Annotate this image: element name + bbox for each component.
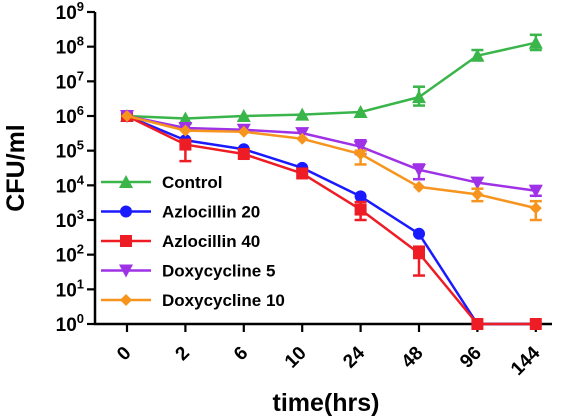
data-point [412,163,426,177]
y-tick-label: 106 [56,103,84,128]
x-tick-label: 2 [172,343,194,365]
x-tick-label: 96 [456,343,486,373]
legend-item: Control [101,173,222,192]
y-tick-label: 107 [56,68,84,93]
data-point [296,132,309,145]
legend-marker [120,235,132,247]
data-point [179,138,192,151]
legend-marker [120,294,132,306]
legend-marker [119,175,133,188]
series-line [126,41,537,120]
data-point [296,167,309,180]
series-line [126,114,536,326]
legend-label: Doxycycline 5 [162,262,275,281]
legend-item: Azlocillin 20 [101,203,260,222]
series-control [120,33,543,125]
legend-marker [120,205,132,218]
x-tick-label: 24 [339,342,369,372]
data-point [354,203,367,216]
data-point [295,107,310,121]
y-tick-label: 108 [56,34,84,59]
y-axis-title: CFU/ml [2,124,30,212]
x-tick-label: 10 [281,343,311,373]
data-point [529,318,542,330]
data-point [413,227,425,240]
y-tick-label: 100 [56,311,84,336]
data-point [237,148,250,161]
x-tick-label: 48 [398,343,428,373]
y-ticks: 100 101 102 103 104 105 106 107 108 109 [56,0,95,336]
series-azlocillin-40 [121,110,542,330]
x-tick-label: 6 [230,343,252,365]
legend-label: Doxycycline 10 [162,291,285,310]
y-tick-label: 109 [56,0,84,24]
data-point [353,140,368,154]
data-point [413,247,425,260]
x-tick-label: 144 [507,342,545,380]
series-line [126,114,536,326]
legend-label: Azlocillin 40 [162,232,260,251]
legend-item: Doxycycline 10 [101,291,285,310]
data-point [529,202,542,215]
x-axis-title: time(hrs) [273,389,380,417]
data-point [528,35,543,49]
x-ticks: 0 2 6 10 24 48 96 144 [113,324,545,380]
data-point [121,110,133,122]
series-layer [120,33,543,330]
y-tick-label: 105 [56,138,84,163]
data-point [413,180,425,193]
legend-item: Azlocillin 40 [101,232,260,251]
data-point [236,109,251,122]
y-tick-label: 103 [56,207,84,232]
data-point [179,124,192,137]
data-point [354,190,367,203]
series-doxycycline-10 [121,110,542,222]
data-point [528,184,543,198]
legend-marker [119,264,133,278]
data-point [412,90,426,104]
legend-item: Doxycycline 5 [101,262,275,281]
data-point [178,111,193,125]
y-tick-label: 101 [56,276,84,301]
legend: Control Azlocillin 20 Azlocillin 40 Doxycyc… [101,173,285,310]
x-tick-label: 0 [113,343,135,365]
data-point [237,125,250,138]
series-line [126,114,537,210]
data-point [470,48,485,62]
data-point [353,105,368,119]
y-tick-label: 102 [56,242,84,267]
data-point [354,148,367,161]
y-tick-label: 104 [56,172,85,197]
series-line [126,114,536,192]
data-point [470,176,485,190]
legend-label: Control [162,173,222,192]
legend-label: Azlocillin 20 [162,203,260,222]
data-point [471,188,484,201]
data-point [471,318,484,330]
